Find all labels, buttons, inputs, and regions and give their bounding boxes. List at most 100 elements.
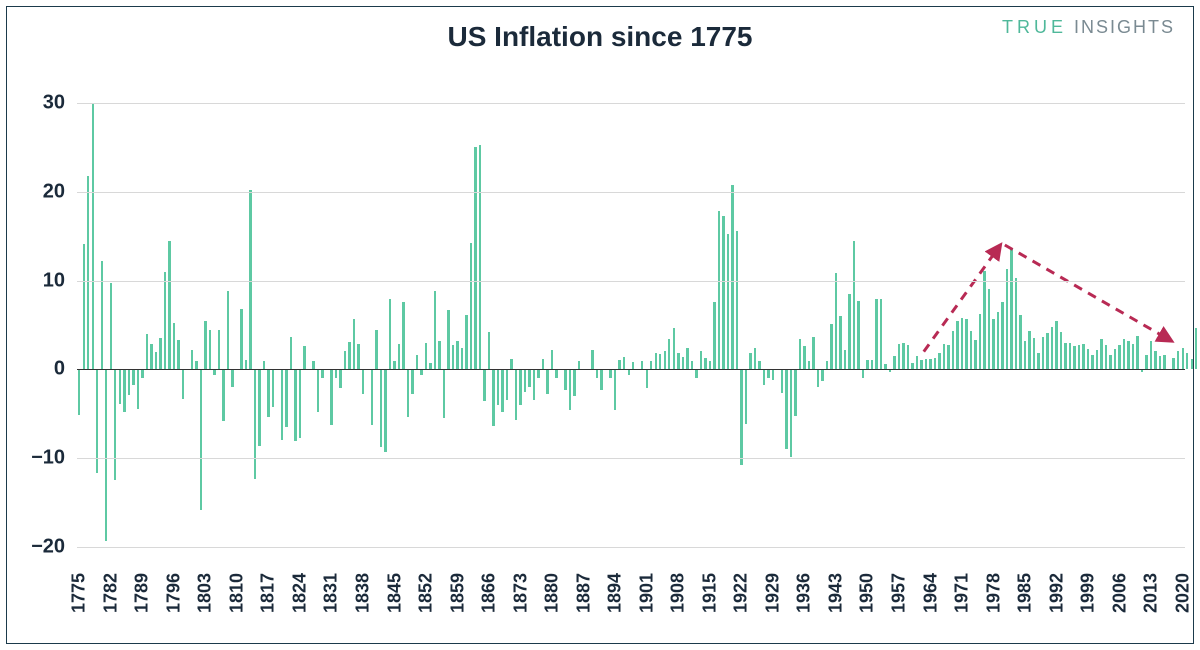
bar: [330, 369, 332, 425]
bar: [114, 369, 116, 479]
gridline: [77, 547, 1185, 548]
bar: [339, 369, 341, 388]
bar: [659, 354, 661, 369]
bar: [402, 302, 404, 370]
bar: [1100, 339, 1102, 369]
x-tick-label: 1964: [920, 573, 941, 613]
bar: [452, 345, 454, 369]
bar: [1024, 341, 1026, 369]
y-tick-label: −20: [5, 536, 65, 559]
logo-brand: TRUE: [1002, 17, 1067, 37]
bar: [956, 321, 958, 370]
bar: [110, 283, 112, 369]
bar: [686, 348, 688, 369]
bar: [317, 369, 319, 412]
bar: [1033, 338, 1035, 369]
bar: [947, 345, 949, 370]
bar: [335, 369, 337, 378]
bar: [474, 147, 476, 369]
x-tick-label: 1838: [352, 573, 373, 613]
x-tick-label: 1789: [132, 573, 153, 613]
bar: [222, 369, 224, 421]
x-tick-label: 1775: [69, 573, 90, 613]
bar: [137, 369, 139, 408]
x-tick-label: 1845: [384, 573, 405, 613]
bar: [128, 369, 130, 395]
bar: [641, 361, 643, 370]
bar: [105, 369, 107, 541]
bar: [691, 361, 693, 369]
bar: [348, 342, 350, 370]
bar: [1037, 353, 1039, 370]
bar: [830, 324, 832, 369]
bar: [893, 356, 895, 369]
bar: [146, 334, 148, 370]
x-tick-label: 1796: [163, 573, 184, 613]
x-tick-label: 1831: [321, 573, 342, 613]
bar: [745, 369, 747, 423]
x-tick-label: 1950: [857, 573, 878, 613]
bar: [1195, 328, 1197, 370]
bar: [407, 369, 409, 416]
bar: [456, 341, 458, 369]
bar: [614, 369, 616, 410]
bar: [1046, 333, 1048, 369]
x-tick-label: 1943: [825, 573, 846, 613]
bar: [488, 332, 490, 369]
bar: [240, 309, 242, 369]
bar: [1186, 353, 1188, 369]
bar: [182, 369, 184, 398]
bar: [731, 185, 733, 370]
bar: [1078, 345, 1080, 370]
gridline: [77, 192, 1185, 193]
bar: [78, 369, 80, 414]
x-tick-label: 1922: [731, 573, 752, 613]
bar: [204, 321, 206, 369]
bar: [267, 369, 269, 417]
x-tick-label: 1817: [258, 573, 279, 613]
bar: [1060, 332, 1062, 369]
zero-line: [77, 369, 1185, 370]
bar: [195, 361, 197, 370]
bar: [866, 360, 868, 370]
bar: [632, 362, 634, 369]
bar: [736, 231, 738, 370]
bar: [569, 369, 571, 410]
bar: [1132, 344, 1134, 370]
bar: [150, 344, 152, 370]
bar: [425, 343, 427, 370]
bar: [848, 294, 850, 370]
bar: [799, 339, 801, 369]
bar: [461, 348, 463, 369]
bar: [411, 369, 413, 394]
bar: [1159, 356, 1161, 369]
bar: [132, 369, 134, 385]
bar: [655, 353, 657, 369]
bar: [1006, 269, 1008, 369]
logo-suffix: INSIGHTS: [1074, 17, 1175, 37]
bar: [357, 344, 359, 370]
bar: [700, 351, 702, 370]
bar: [443, 369, 445, 418]
bar: [1182, 348, 1184, 369]
bar: [1150, 341, 1152, 369]
bar: [1109, 355, 1111, 369]
bar: [524, 369, 526, 391]
bar: [835, 273, 837, 370]
bar: [573, 369, 575, 396]
gridline: [77, 281, 1185, 282]
bar: [934, 358, 936, 370]
bar: [938, 353, 940, 370]
bar: [555, 369, 557, 378]
x-tick-label: 1908: [668, 573, 689, 613]
bar: [992, 319, 994, 370]
bar: [794, 369, 796, 415]
bar: [1019, 315, 1021, 369]
x-tick-label: 1957: [888, 573, 909, 613]
bar: [1191, 359, 1193, 370]
bar: [682, 357, 684, 369]
bar: [1082, 344, 1084, 370]
bar: [83, 244, 85, 369]
bar: [303, 346, 305, 369]
bar: [218, 330, 220, 369]
